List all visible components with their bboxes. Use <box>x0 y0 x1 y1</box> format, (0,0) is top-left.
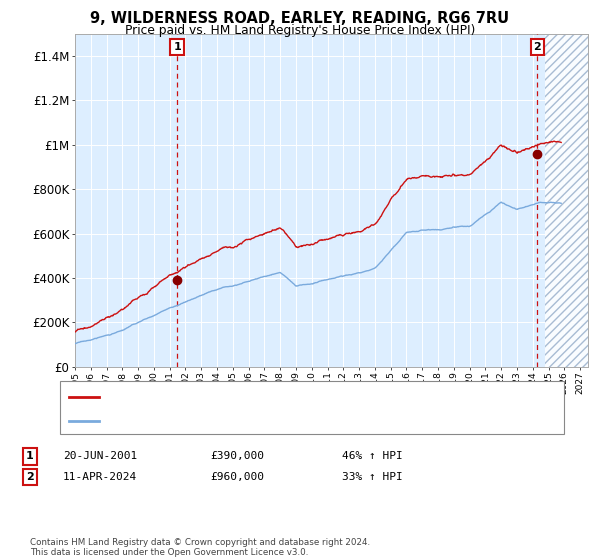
Text: 9, WILDERNESS ROAD, EARLEY, READING, RG6 7RU (detached house): 9, WILDERNESS ROAD, EARLEY, READING, RG6… <box>105 392 468 402</box>
Text: £390,000: £390,000 <box>210 451 264 461</box>
Text: 2: 2 <box>533 42 541 52</box>
Bar <box>545 34 588 367</box>
Text: 2: 2 <box>26 472 34 482</box>
Text: 11-APR-2024: 11-APR-2024 <box>63 472 137 482</box>
Text: 33% ↑ HPI: 33% ↑ HPI <box>342 472 403 482</box>
Text: £960,000: £960,000 <box>210 472 264 482</box>
Text: Price paid vs. HM Land Registry's House Price Index (HPI): Price paid vs. HM Land Registry's House … <box>125 24 475 36</box>
Text: 1: 1 <box>173 42 181 52</box>
Text: 9, WILDERNESS ROAD, EARLEY, READING, RG6 7RU: 9, WILDERNESS ROAD, EARLEY, READING, RG6… <box>91 11 509 26</box>
Text: 20-JUN-2001: 20-JUN-2001 <box>63 451 137 461</box>
Text: 1: 1 <box>26 451 34 461</box>
Text: 46% ↑ HPI: 46% ↑ HPI <box>342 451 403 461</box>
Text: HPI: Average price, detached house, Wokingham: HPI: Average price, detached house, Woki… <box>105 416 359 426</box>
Text: Contains HM Land Registry data © Crown copyright and database right 2024.
This d: Contains HM Land Registry data © Crown c… <box>30 538 370 557</box>
